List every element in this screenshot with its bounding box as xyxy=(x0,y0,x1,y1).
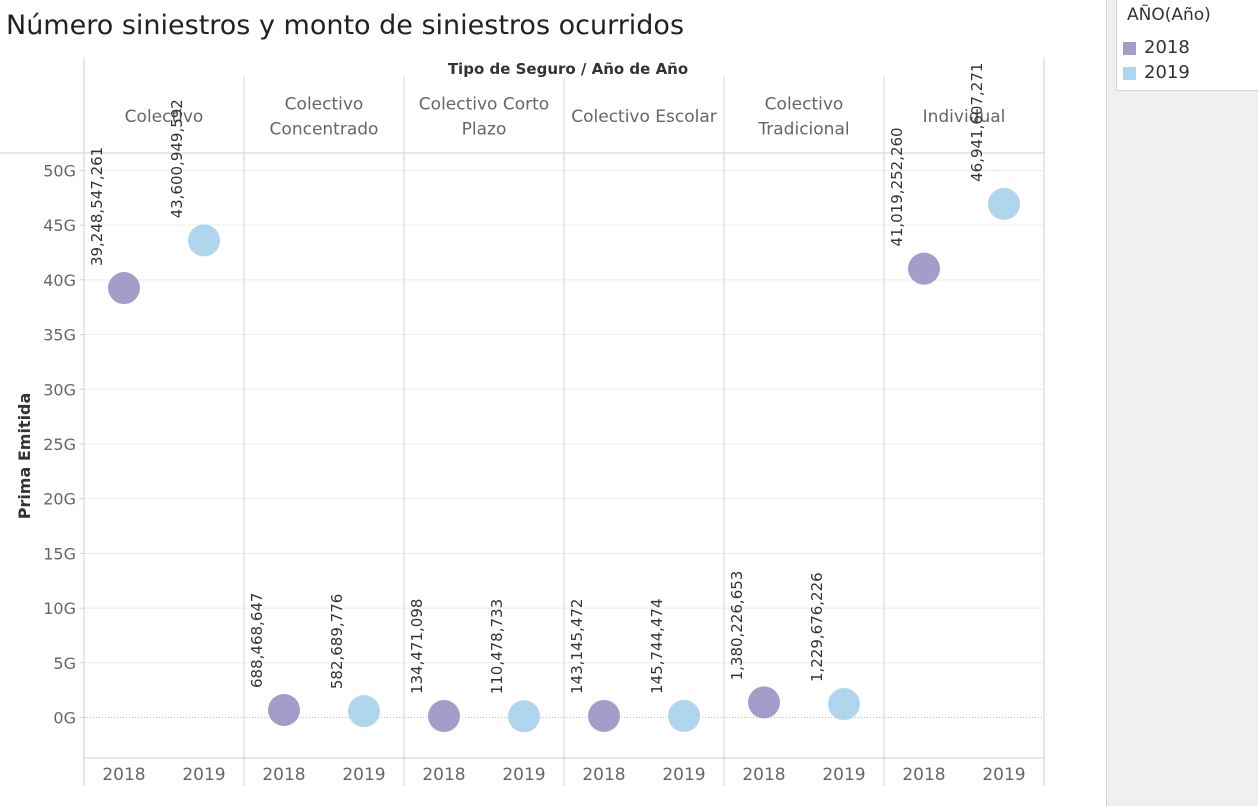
x-tick-label: 2019 xyxy=(662,765,705,785)
x-tick-label: 2019 xyxy=(502,765,545,785)
data-label: 1,380,226,653 xyxy=(728,571,746,681)
y-tick-label: 20G xyxy=(43,490,76,509)
x-tick-label: 2018 xyxy=(262,765,305,785)
data-label: 134,471,098 xyxy=(408,599,426,694)
y-tick-label: 30G xyxy=(43,380,76,399)
column-header-line: Colectivo xyxy=(765,95,844,115)
legend-label-2019: 2019 xyxy=(1144,62,1190,83)
data-label: 41,019,252,260 xyxy=(888,127,906,246)
y-tick-label: 40G xyxy=(43,271,76,290)
x-tick-label: 2019 xyxy=(342,765,385,785)
y-tick-label: 0G xyxy=(53,709,76,728)
column-header-line: Colectivo Escolar xyxy=(571,107,717,127)
y-tick-label: 5G xyxy=(53,654,76,673)
data-point xyxy=(748,686,780,719)
x-tick-label: 2018 xyxy=(742,765,785,785)
y-tick-label: 45G xyxy=(43,216,76,235)
right-gutter xyxy=(1106,0,1258,806)
x-tick-label: 2018 xyxy=(582,765,625,785)
data-point xyxy=(188,224,220,257)
data-point xyxy=(428,700,460,733)
legend-title: AÑO(Año) xyxy=(1127,5,1211,25)
column-header-line: Colectivo Corto xyxy=(419,95,549,115)
data-label: 688,468,647 xyxy=(248,593,266,688)
legend[interactable]: AÑO(Año) 2018 2019 xyxy=(1116,0,1258,91)
data-label: 43,600,949,592 xyxy=(168,99,186,218)
y-tick-label: 35G xyxy=(43,326,76,345)
column-header: Colectivo Escolar xyxy=(571,107,717,127)
data-point xyxy=(588,699,620,732)
data-point xyxy=(348,695,380,728)
legend-swatch-2019 xyxy=(1123,67,1136,80)
column-header-line: Colectivo xyxy=(285,95,364,115)
data-label: 39,248,547,261 xyxy=(88,147,106,266)
column-header: Colectivo xyxy=(125,107,204,127)
data-point xyxy=(508,700,540,733)
data-label: 1,229,676,226 xyxy=(808,572,826,682)
data-label: 145,744,474 xyxy=(648,598,666,693)
column-header-line: Individual xyxy=(923,107,1006,127)
y-axis-title: Prima Emitida xyxy=(15,393,34,520)
x-tick-label: 2019 xyxy=(822,765,865,785)
x-tick-label: 2018 xyxy=(102,765,145,785)
y-tick-label: 50G xyxy=(43,161,76,180)
y-tick-label: 15G xyxy=(43,544,76,563)
x-tick-label: 2018 xyxy=(902,765,945,785)
chart-title: Número siniestros y monto de siniestros … xyxy=(6,10,685,41)
column-header-line: Plazo xyxy=(462,120,507,140)
data-label: 46,941,607,271 xyxy=(968,63,986,182)
x-tick-label: 2018 xyxy=(422,765,465,785)
legend-swatch-2018 xyxy=(1123,42,1136,55)
column-header: Colectivo Tradicional xyxy=(757,95,849,140)
data-label: 143,145,472 xyxy=(568,599,586,694)
chart-area: 0G 5G 10G 15G 20G 25G 30G 35G 40G 45G 50G Prima Emi… xyxy=(0,57,1045,786)
header-label: Tipo de Seguro / Año de Año xyxy=(448,60,688,78)
y-tick-label: 10G xyxy=(43,599,76,618)
x-tick-label: 2019 xyxy=(182,765,225,785)
y-tick-label: 25G xyxy=(43,435,76,454)
data-point xyxy=(668,699,700,732)
legend-label-2018: 2018 xyxy=(1144,37,1190,58)
column-header-line: Colectivo xyxy=(125,107,204,127)
x-tick-label: 2019 xyxy=(982,765,1025,785)
data-point xyxy=(268,693,300,726)
column-header-line: Concentrado xyxy=(270,120,379,140)
data-label: 582,689,776 xyxy=(328,594,346,689)
column-header: Colectivo Concentrado xyxy=(270,95,379,140)
column-header-line: Tradicional xyxy=(757,120,849,140)
data-point xyxy=(988,187,1020,220)
data-point xyxy=(828,688,860,721)
column-header: Individual xyxy=(923,107,1006,127)
data-point xyxy=(908,252,940,285)
data-label: 110,478,733 xyxy=(488,599,506,694)
column-header: Colectivo Corto Plazo xyxy=(419,95,549,140)
data-point xyxy=(108,272,140,305)
